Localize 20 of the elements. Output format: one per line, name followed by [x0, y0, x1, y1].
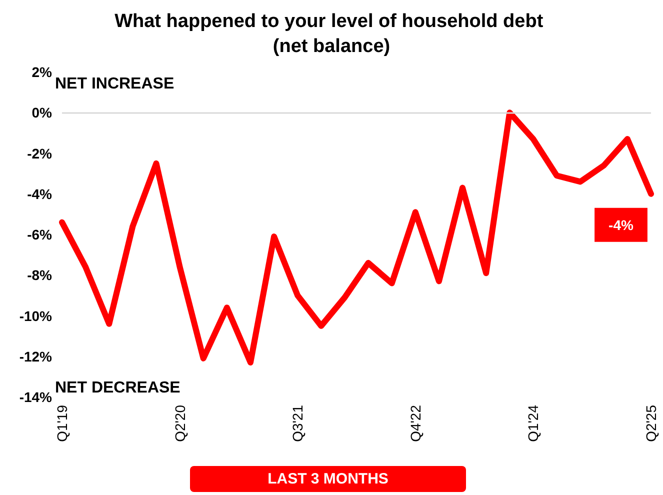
y-tick-label: -6%	[27, 226, 53, 242]
y-tick-label: -4%	[27, 186, 53, 202]
x-tick-label: Q1'24	[525, 404, 542, 442]
chart-title: What happened to your level of household debt (net balance)	[114, 11, 548, 57]
x-tick-label: Q1'19	[54, 404, 70, 442]
x-tick-label: Q2'25	[643, 404, 659, 442]
data-label: -4%	[608, 216, 634, 233]
y-tick-label: 0%	[32, 104, 53, 121]
x-tick-label: Q4'22	[407, 404, 424, 442]
x-tick-label: Q3'21	[290, 404, 306, 442]
text: LAST 3 MONTHS	[268, 470, 388, 488]
y-tick-label: -2%	[27, 145, 53, 162]
annotation: NET INCREASE	[55, 76, 174, 92]
x-tick-label: Q2'20	[172, 404, 188, 442]
y-tick-label: -14%	[19, 389, 53, 405]
y-tick-label: -12%	[19, 348, 53, 364]
y-tick-label: -8%	[27, 267, 53, 284]
y-tick-label: 2%	[32, 64, 53, 80]
annotation: NET DECREASE	[55, 380, 181, 396]
y-tick-label: -10%	[19, 308, 53, 324]
